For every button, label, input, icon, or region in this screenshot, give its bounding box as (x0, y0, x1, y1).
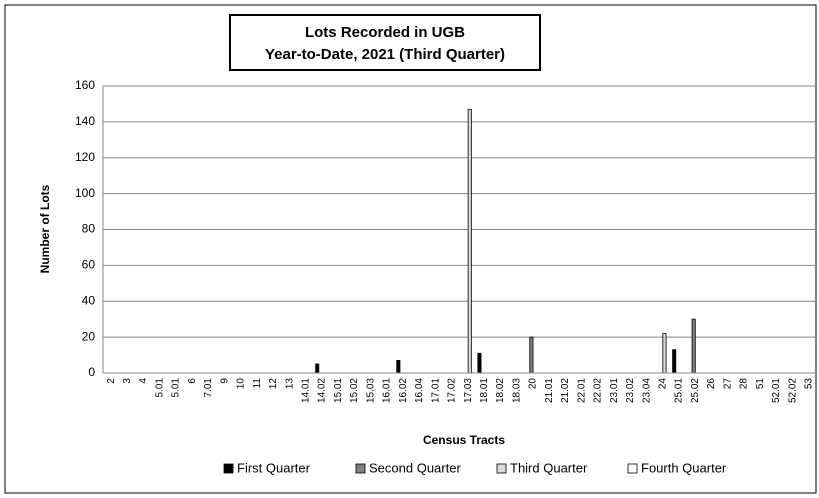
legend-swatch (496, 463, 507, 474)
x-tick-label: 53 (804, 378, 815, 390)
x-tick-label: 17.01 (430, 378, 441, 403)
x-tick-label: 21.02 (560, 378, 571, 403)
y-tick-label: 40 (82, 293, 96, 307)
x-tick-label: 20 (528, 378, 539, 390)
y-tick-label: 160 (75, 78, 95, 92)
x-tick-label: 26 (706, 378, 717, 390)
x-tick-label: 10 (236, 378, 247, 390)
x-tick-label: 15.02 (349, 378, 360, 403)
x-tick-label: 18.03 (511, 378, 522, 403)
x-tick-label: 22.02 (593, 378, 604, 403)
x-tick-label: 51 (755, 378, 766, 390)
x-tick-label: 23.01 (609, 378, 620, 403)
x-tick-label: 18.01 (479, 378, 490, 403)
x-tick-label: 16.02 (398, 378, 409, 403)
legend-label: Third Quarter (510, 460, 588, 475)
x-tick-label: 28 (739, 378, 750, 390)
y-tick-label: 100 (75, 186, 95, 200)
bar (396, 360, 401, 374)
y-tick-label: 140 (75, 114, 95, 128)
x-tick-label: 52.02 (787, 378, 798, 403)
legend-label: First Quarter (237, 460, 311, 475)
legend-swatch (223, 463, 234, 474)
legend-label: Second Quarter (369, 460, 461, 475)
y-tick-label: 120 (75, 150, 95, 164)
x-tick-label: 16.04 (414, 378, 425, 403)
x-tick-label: 16.01 (382, 378, 393, 403)
y-axis-title: Number of Lots (38, 184, 52, 273)
x-tick-label: 24 (657, 378, 668, 390)
x-tick-label: 22.01 (576, 378, 587, 403)
x-tick-label: 15.03 (365, 378, 376, 403)
bar (529, 336, 534, 374)
y-tick-label: 60 (82, 258, 96, 272)
chart-subtitle: Year-to-Date, 2021 (Third Quarter) (265, 46, 505, 63)
bar (315, 363, 320, 374)
x-axis-title: Census Tracts (423, 433, 505, 447)
chart-border (4, 4, 817, 494)
y-tick-label: 20 (82, 329, 96, 343)
x-tick-label: 13 (284, 378, 295, 390)
x-tick-label: 11 (252, 378, 263, 389)
x-tick-label: 23.02 (625, 378, 636, 403)
chart-title: Lots Recorded in UGB (305, 24, 465, 41)
legend-label: Fourth Quarter (641, 460, 727, 475)
y-tick-label: 0 (88, 365, 95, 379)
x-tick-label: 5.01 (154, 378, 165, 398)
x-tick-label: 7.01 (203, 378, 214, 398)
bar (691, 318, 696, 374)
x-tick-label: 9 (219, 378, 230, 384)
x-tick-label: 17.02 (447, 378, 458, 403)
x-tick-label: 25.01 (674, 378, 685, 403)
title-box (229, 14, 541, 71)
x-tick-label: 14.02 (317, 378, 328, 403)
x-tick-label: 14.01 (300, 378, 311, 403)
x-tick-label: 6 (187, 378, 198, 384)
bar (467, 108, 472, 374)
x-tick-label: 12 (268, 378, 279, 390)
legend-swatch (627, 463, 638, 474)
x-tick-label: 23.04 (641, 378, 652, 403)
x-tick-label: 18.02 (495, 378, 506, 403)
x-tick-label: 17.03 (463, 378, 474, 403)
x-tick-label: 3 (122, 378, 133, 384)
x-tick-label: 52.01 (771, 378, 782, 403)
x-tick-label: 15.01 (333, 378, 344, 403)
x-tick-label: 2 (106, 378, 117, 384)
x-tick-label: 5.01 (171, 378, 182, 398)
x-tick-label: 21.01 (544, 378, 555, 403)
x-tick-label: 27 (722, 378, 733, 390)
bar (672, 349, 677, 374)
x-tick-label: 4 (138, 378, 149, 384)
y-tick-label: 80 (82, 222, 96, 236)
x-tick-label: 25.02 (690, 378, 701, 403)
bar (662, 333, 667, 374)
legend-swatch (355, 463, 366, 474)
bar (477, 352, 482, 374)
